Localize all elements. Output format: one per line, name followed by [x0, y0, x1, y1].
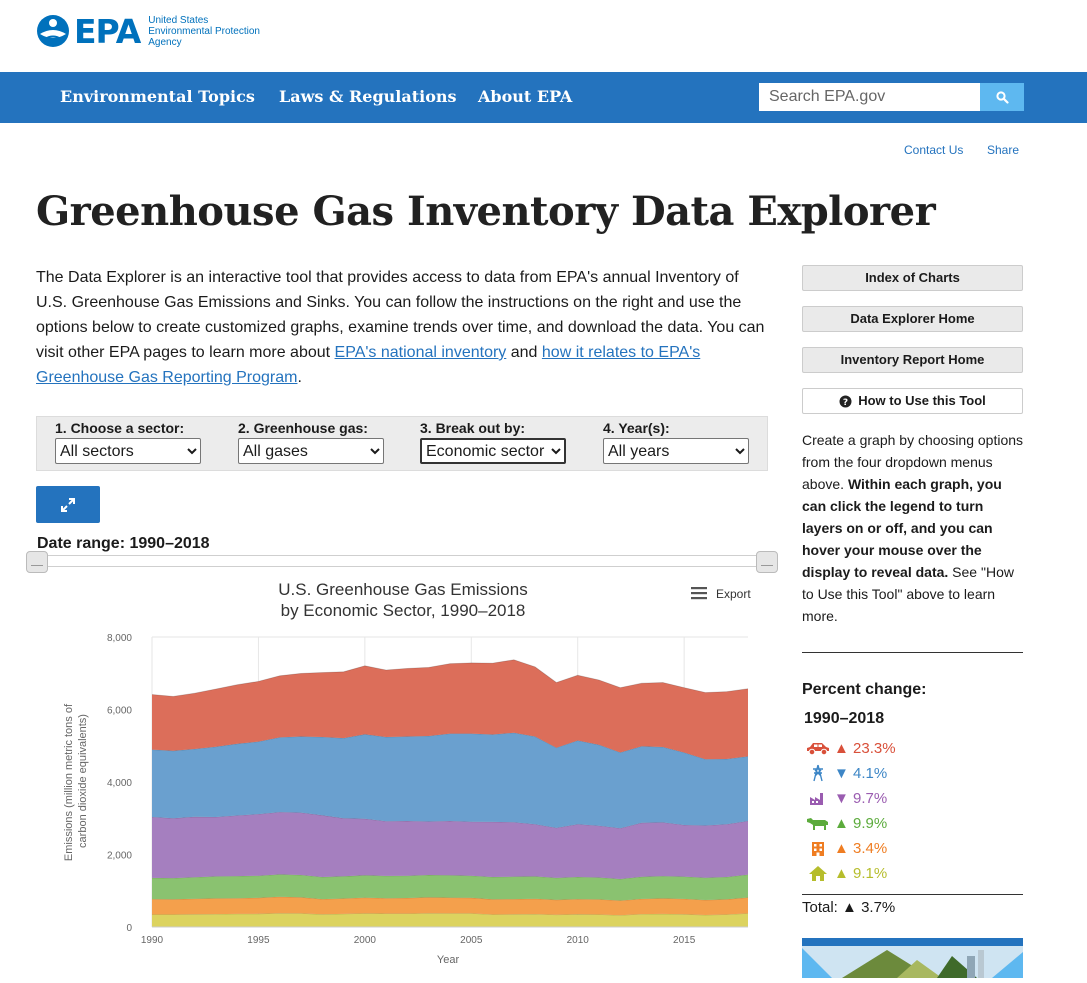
area-series-2[interactable]	[152, 874, 748, 901]
slider-handle-start[interactable]	[26, 551, 48, 573]
sidebar-divider	[802, 652, 1023, 653]
nav-laws-regulations[interactable]: Laws & Regulations	[279, 87, 457, 106]
x-tick-label: 1990	[141, 935, 164, 946]
nav-about-epa[interactable]: About EPA	[478, 87, 573, 106]
x-tick-label: 1995	[247, 935, 270, 946]
factory-icon	[804, 789, 832, 807]
emissions-chart: U.S. Greenhouse Gas Emissions by Economi…	[36, 573, 768, 978]
nav-environmental-topics[interactable]: Environmental Topics	[60, 87, 255, 106]
change-electricity: ▼ 4.1%	[804, 762, 887, 784]
area-series-0[interactable]	[152, 913, 748, 927]
x-tick-label: 2015	[673, 935, 696, 946]
how-to-use-button[interactable]: ? How to Use this Tool	[802, 388, 1023, 414]
date-range-value: 1990–2018	[129, 535, 210, 552]
question-circle-icon: ?	[839, 395, 852, 408]
chart-title: U.S. Greenhouse Gas Emissions	[278, 580, 527, 599]
gas-selector-group: 2. Greenhouse gas: All gases	[238, 420, 384, 464]
x-tick-label: 2000	[354, 935, 377, 946]
search-icon	[995, 90, 1009, 104]
area-series-5[interactable]	[152, 659, 748, 760]
change-industry: ▼ 9.7%	[804, 787, 887, 809]
chart-subtitle: by Economic Sector, 1990–2018	[281, 601, 526, 620]
cow-icon	[804, 814, 832, 832]
expand-icon	[61, 497, 75, 512]
change-residential: ▲ 9.1%	[804, 862, 887, 884]
export-menu[interactable]: Export	[691, 587, 751, 601]
index-of-charts-button[interactable]: Index of Charts	[802, 265, 1023, 291]
gas-select[interactable]: All gases	[238, 438, 384, 464]
sector-selector-group: 1. Choose a sector: All sectors	[55, 420, 201, 464]
page-title: Greenhouse Gas Inventory Data Explorer	[36, 188, 936, 235]
x-tick-label: 2010	[567, 935, 590, 946]
sector-select[interactable]: All sectors	[55, 438, 201, 464]
main-navigation: Environmental Topics Laws & Regulations …	[0, 72, 1087, 123]
area-series-1[interactable]	[152, 896, 748, 916]
date-range: Date range: 1990–2018	[37, 535, 210, 552]
change-transportation: ▲ 23.3%	[804, 737, 896, 759]
chart-options-panel: 1. Choose a sector: All sectors 2. Green…	[36, 416, 768, 471]
area-series-4[interactable]	[152, 732, 748, 829]
breakout-select[interactable]: Economic sector	[420, 438, 566, 464]
menu-icon	[691, 587, 707, 600]
total-divider	[802, 894, 1023, 895]
agency-name: United States Environmental Protection A…	[148, 14, 260, 48]
year-selector-group: 4. Year(s): All years	[603, 420, 749, 464]
gas-label: 2. Greenhouse gas:	[238, 420, 368, 436]
house-icon	[804, 864, 832, 882]
y-tick-label: 4,000	[107, 778, 132, 789]
help-text: Create a graph by choosing options from …	[802, 432, 1024, 624]
svg-text:?: ?	[843, 398, 848, 408]
y-axis-label: Emissions (million metric tons of carbon…	[63, 701, 89, 861]
area-series-5-edge	[151, 659, 749, 697]
search-input[interactable]	[759, 83, 980, 111]
year-label: 4. Year(s):	[603, 420, 670, 436]
logo-text: EPA	[74, 11, 141, 51]
y-tick-label: 2,000	[107, 851, 132, 862]
ghgrp-link[interactable]: how it relates to EPA's Greenhouse Gas R…	[36, 344, 701, 386]
year-select[interactable]: All years	[603, 438, 749, 464]
y-tick-label: 6,000	[107, 706, 132, 717]
epa-seal-icon	[37, 15, 69, 47]
building-icon	[804, 839, 832, 857]
export-label: Export	[716, 587, 751, 601]
x-axis-label: Year	[437, 954, 460, 966]
share-link[interactable]: Share	[987, 143, 1020, 157]
x-tick-label: 2005	[460, 935, 483, 946]
y-tick-label: 0	[126, 923, 132, 934]
epa-logo[interactable]: EPA United States Environmental Protecti…	[36, 14, 260, 48]
sector-label: 1. Choose a sector:	[55, 420, 185, 436]
fullscreen-button[interactable]	[36, 486, 100, 523]
y-tick-label: 8,000	[107, 633, 132, 644]
breakout-label: 3. Break out by:	[420, 420, 526, 436]
breakout-selector-group: 3. Break out by: Economic sector	[420, 420, 566, 464]
percent-change-range: 1990–2018	[804, 710, 885, 727]
featured-image-thumbnail[interactable]	[802, 938, 1023, 978]
change-agriculture: ▲ 9.9%	[804, 812, 887, 834]
national-inventory-link[interactable]: EPA's national inventory	[334, 344, 507, 361]
car-icon	[804, 739, 832, 757]
data-explorer-home-button[interactable]: Data Explorer Home	[802, 306, 1023, 332]
percent-change-title: Percent change:	[802, 681, 927, 698]
total-change: Total: ▲ 3.7%	[802, 899, 896, 916]
date-range-slider[interactable]	[26, 551, 778, 573]
slider-handle-end[interactable]	[756, 551, 778, 573]
change-commercial: ▲ 3.4%	[804, 837, 887, 859]
search-button[interactable]	[980, 83, 1024, 111]
chart-svg: U.S. Greenhouse Gas Emissions by Economi…	[63, 580, 751, 966]
power-tower-icon	[804, 764, 832, 782]
contact-us-link[interactable]: Contact Us	[904, 143, 964, 157]
inventory-report-home-button[interactable]: Inventory Report Home	[802, 347, 1023, 373]
slider-track[interactable]	[36, 555, 768, 567]
area-series-3[interactable]	[152, 812, 748, 879]
intro-paragraph: The Data Explorer is an interactive tool…	[36, 269, 765, 386]
